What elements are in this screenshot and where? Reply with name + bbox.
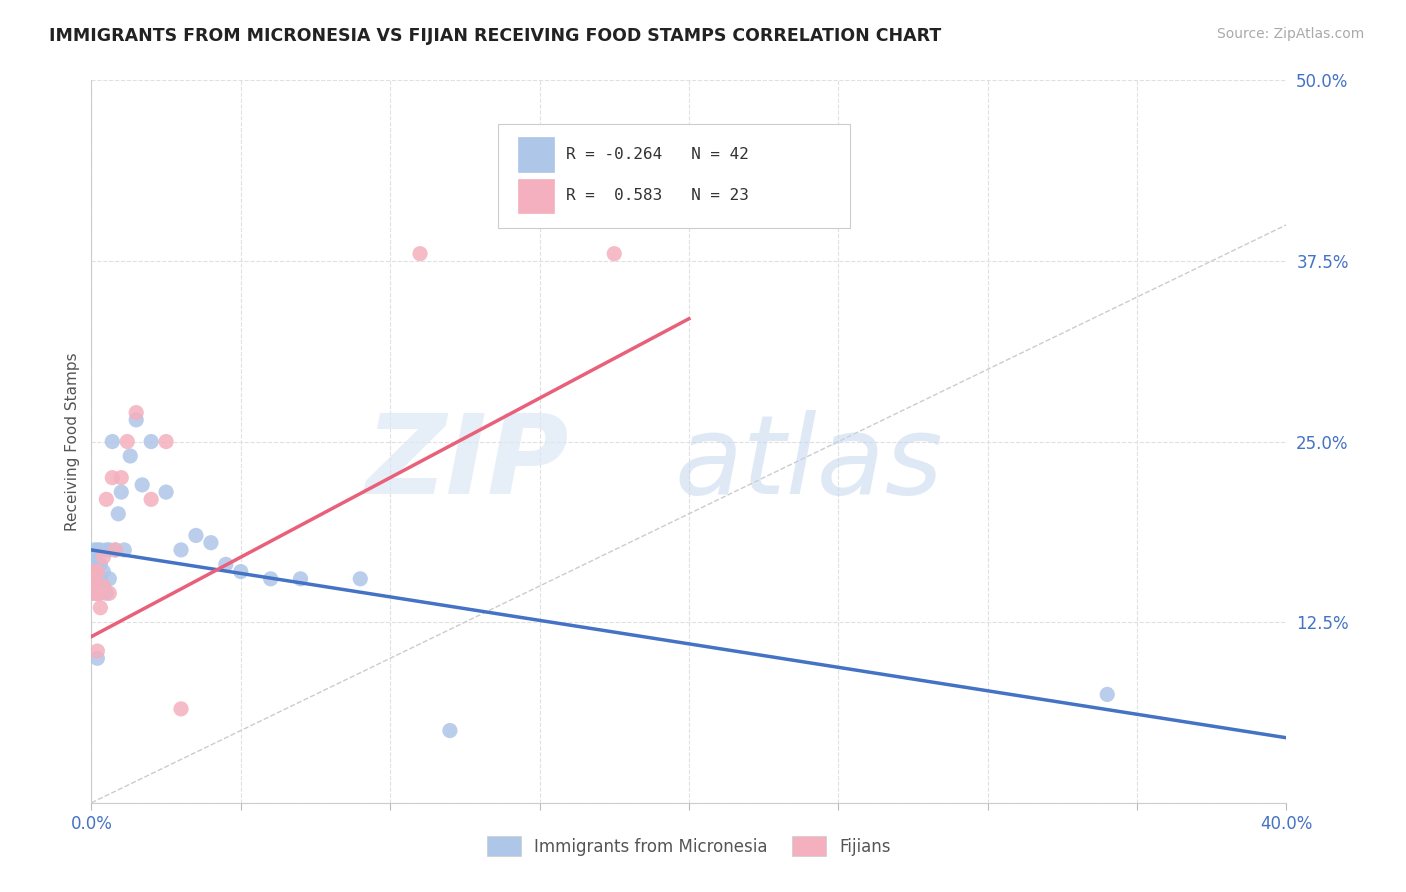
Point: [86, 558, 108, 572]
Point: [89, 586, 111, 600]
Text: R = -0.264   N = 42: R = -0.264 N = 42: [565, 147, 749, 162]
Point: [215, 558, 238, 572]
Point: [93, 579, 115, 593]
Point: [89, 558, 111, 572]
Point: [131, 478, 153, 492]
Point: [170, 702, 193, 716]
Point: [89, 572, 111, 586]
Text: R =  0.583   N = 23: R = 0.583 N = 23: [565, 188, 749, 203]
Point: [98, 572, 121, 586]
Point: [96, 492, 118, 507]
Point: [83, 550, 105, 565]
Point: [83, 558, 105, 572]
Point: [104, 542, 127, 557]
Point: [83, 565, 105, 579]
Point: [83, 579, 105, 593]
Point: [439, 723, 461, 738]
Y-axis label: Receiving Food Stamps: Receiving Food Stamps: [65, 352, 80, 531]
Point: [409, 246, 432, 260]
Text: IMMIGRANTS FROM MICRONESIA VS FIJIAN RECEIVING FOOD STAMPS CORRELATION CHART: IMMIGRANTS FROM MICRONESIA VS FIJIAN REC…: [49, 27, 942, 45]
Point: [98, 586, 121, 600]
Bar: [517, 137, 554, 172]
Point: [83, 572, 105, 586]
Point: [83, 565, 105, 579]
Point: [96, 542, 118, 557]
FancyBboxPatch shape: [498, 124, 851, 228]
Text: Source: ZipAtlas.com: Source: ZipAtlas.com: [1216, 27, 1364, 41]
Point: [96, 586, 118, 600]
Point: [112, 542, 135, 557]
Point: [110, 470, 132, 484]
Point: [229, 565, 252, 579]
Point: [83, 586, 105, 600]
Point: [101, 470, 124, 484]
Point: [93, 550, 115, 565]
Point: [141, 434, 163, 449]
Point: [115, 434, 138, 449]
Point: [110, 485, 132, 500]
Point: [83, 579, 105, 593]
Point: [93, 565, 115, 579]
Point: [170, 542, 193, 557]
Point: [89, 542, 111, 557]
Point: [93, 579, 115, 593]
Point: [86, 542, 108, 557]
Point: [184, 528, 207, 542]
Point: [259, 572, 281, 586]
Point: [104, 542, 127, 557]
Point: [155, 434, 177, 449]
Point: [86, 572, 108, 586]
Bar: [517, 178, 554, 213]
Point: [86, 586, 108, 600]
Point: [83, 572, 105, 586]
Point: [86, 565, 108, 579]
Point: [155, 485, 177, 500]
Point: [290, 572, 312, 586]
Point: [125, 406, 148, 420]
Point: [120, 449, 142, 463]
Point: [125, 413, 148, 427]
Point: [86, 651, 108, 665]
Point: [98, 542, 121, 557]
Legend: Immigrants from Micronesia, Fijians: Immigrants from Micronesia, Fijians: [481, 830, 897, 863]
Point: [83, 586, 105, 600]
Point: [89, 600, 111, 615]
Point: [141, 492, 163, 507]
Point: [83, 542, 105, 557]
Point: [86, 644, 108, 658]
Point: [86, 586, 108, 600]
Point: [200, 535, 222, 549]
Point: [349, 572, 371, 586]
Text: atlas: atlas: [673, 409, 943, 516]
Point: [107, 507, 129, 521]
Text: ZIP: ZIP: [366, 409, 569, 516]
Point: [101, 434, 124, 449]
Point: [1097, 687, 1119, 701]
Point: [603, 246, 626, 260]
